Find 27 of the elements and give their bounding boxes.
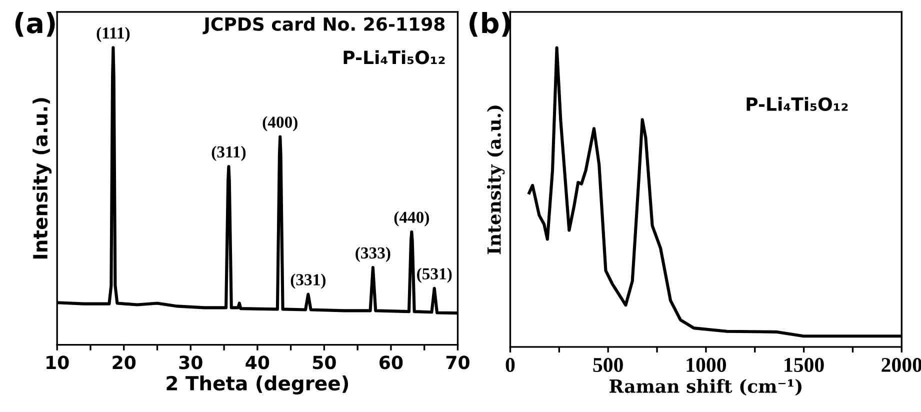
x-tick-label: 10: [46, 356, 69, 370]
annotation: (311): [212, 146, 246, 161]
x-tick-label: 30: [179, 356, 202, 370]
x-tick-label: 60: [380, 356, 403, 370]
x-tick-label: 50: [313, 356, 336, 370]
x-tick-label: 0: [506, 358, 515, 372]
x-tick-label: 1000: [686, 358, 726, 372]
y-axis-title: Intensity (a.u.): [486, 106, 505, 254]
y-axis-title: Intensity (a.u.): [32, 98, 52, 259]
annotation: (440): [394, 211, 429, 226]
text: (a): [15, 12, 55, 37]
annotation: (331): [290, 274, 326, 289]
annotation: P-Li₄Ti₅O₁₂: [344, 50, 445, 64]
x-tick-label: 40: [246, 356, 270, 370]
x-axis-title: Raman shift (cm⁻¹): [610, 378, 802, 396]
x-tick-label: 500: [593, 358, 623, 372]
x-tick-label: 70: [446, 356, 470, 370]
text: JCPDS card No. 26-1198: [202, 16, 445, 34]
annotation: (111): [96, 26, 130, 42]
x-axis-title: 2 Theta (degree): [166, 376, 348, 394]
annotation: (400): [262, 116, 298, 132]
text: (b): [470, 12, 510, 37]
x-tick-label: 1500: [784, 358, 824, 372]
annotation: (531): [417, 268, 452, 283]
annotation: P-Li₄Ti₅O₁₂: [746, 97, 848, 111]
annotation: (333): [356, 246, 390, 262]
x-tick-label: 20: [112, 356, 136, 370]
